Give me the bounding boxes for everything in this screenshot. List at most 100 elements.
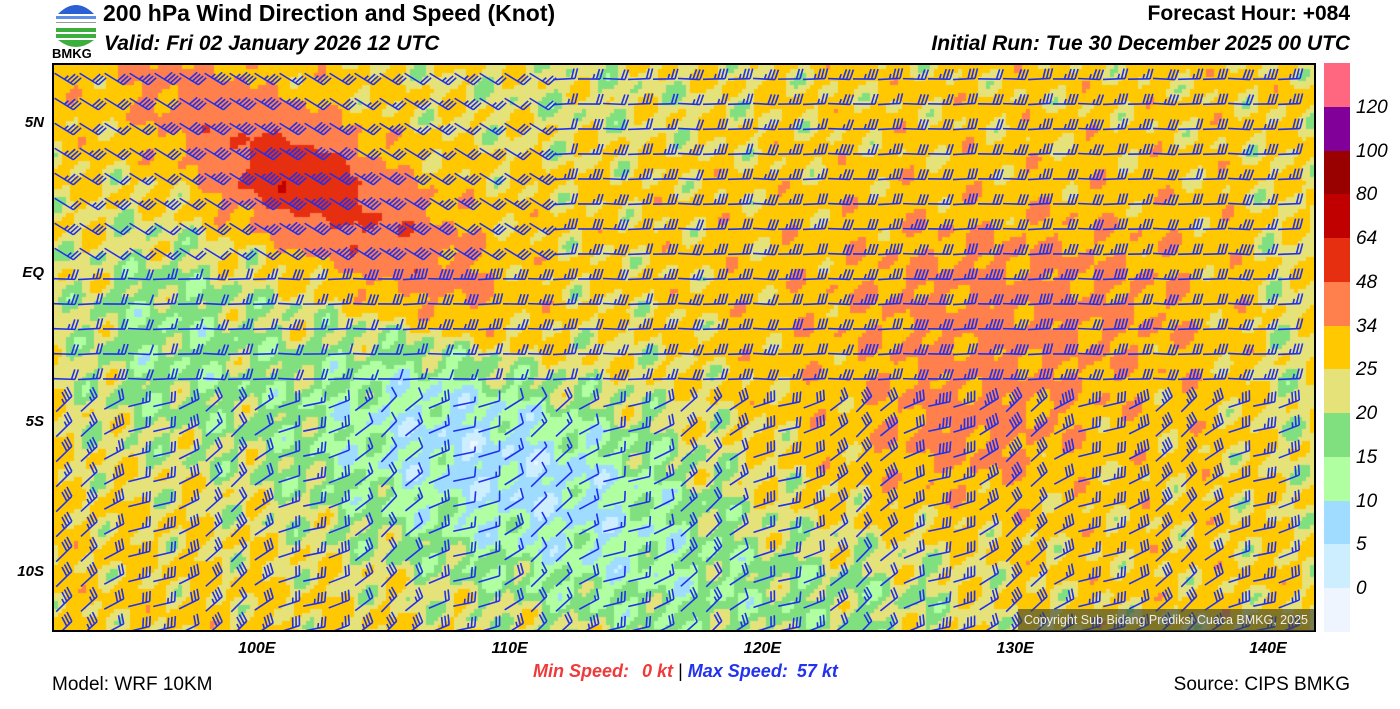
wind-barb: [202, 344, 230, 356]
colorbar-swatch: [1324, 194, 1350, 239]
wind-barb: [903, 414, 925, 434]
wind-barb: [1204, 512, 1224, 536]
wind-barb: [178, 588, 200, 610]
wind-barb: [129, 96, 157, 111]
wind-barb: [1102, 68, 1129, 81]
separator: |: [678, 661, 683, 681]
wind-barb: [1252, 168, 1279, 180]
wind-barb: [128, 490, 151, 508]
wind-barb: [1152, 269, 1180, 281]
wind-barb: [928, 491, 952, 508]
wind-barb: [953, 440, 976, 458]
wind-barb: [702, 143, 729, 156]
wind-barb: [477, 343, 504, 356]
wind-barb: [103, 463, 125, 485]
wind-barb: [1127, 343, 1154, 355]
wind-barb: [802, 143, 829, 156]
max-speed-label: Max Speed:: [687, 661, 788, 681]
wind-barb: [736, 612, 749, 630]
wind-barb: [977, 268, 1004, 281]
wind-barb: [204, 247, 232, 261]
wind-barb: [877, 293, 904, 306]
wind-barb: [953, 415, 976, 433]
wind-barb: [802, 293, 829, 306]
colorbar-label: 34: [1356, 315, 1378, 337]
wind-barb: [454, 222, 482, 236]
wind-barb: [204, 96, 232, 111]
wind-barb: [354, 487, 374, 512]
wind-barb: [404, 437, 424, 462]
wind-barb: [902, 118, 930, 131]
wind-barb: [627, 318, 654, 331]
wind-barb: [1253, 491, 1277, 507]
wind-barb: [127, 319, 155, 331]
wind-barb: [927, 293, 954, 306]
wind-barb: [802, 268, 829, 281]
wind-barb: [80, 511, 98, 538]
wind-barb: [1204, 587, 1224, 611]
wind-barb: [977, 168, 1004, 181]
wind-barb: [1103, 441, 1127, 458]
wind-barb: [104, 72, 132, 86]
wind-barb: [204, 146, 232, 161]
wind-barb: [602, 194, 630, 206]
wind-barb: [603, 415, 626, 433]
wind-barb: [1253, 416, 1277, 432]
wind-barb: [758, 615, 776, 630]
wind-barb: [229, 247, 257, 261]
wind-barb: [1030, 561, 1048, 588]
wind-barb: [254, 537, 274, 561]
wind-barb: [877, 68, 904, 81]
wind-barb: [1152, 119, 1180, 131]
wind-barb: [1052, 268, 1079, 280]
wind-barb: [1127, 218, 1154, 230]
wind-barb: [128, 540, 151, 558]
wind-barb: [1030, 461, 1048, 488]
wind-barb: [453, 446, 477, 458]
wind-barb: [205, 436, 223, 462]
wind-barb: [1277, 193, 1304, 206]
wind-barb: [128, 440, 151, 458]
wind-barb: [702, 218, 729, 231]
wind-barb: [977, 243, 1004, 256]
wind-barb: [453, 516, 477, 533]
wind-barb: [404, 246, 432, 261]
wind-barb: [354, 122, 382, 136]
wind-barb: [380, 486, 398, 513]
wind-barb: [829, 462, 849, 487]
wind-barb: [680, 536, 698, 562]
wind-barb: [603, 390, 626, 408]
wind-barb: [152, 318, 179, 331]
wind-barb: [827, 344, 855, 356]
wind-barb: [479, 122, 507, 136]
wind-barb: [252, 318, 279, 331]
wind-barb: [1078, 490, 1101, 508]
wind-barb: [429, 72, 457, 86]
wind-barb: [80, 411, 98, 438]
wind-barb: [552, 268, 579, 281]
wind-barb: [552, 318, 579, 331]
wind-barb: [727, 68, 754, 81]
wind-barb: [327, 343, 354, 356]
wind-barb: [504, 147, 532, 161]
wind-barb: [129, 72, 157, 86]
wind-barb: [555, 436, 573, 463]
wind-barb: [328, 389, 351, 409]
wind-barb: [453, 566, 477, 583]
wind-barb: [1077, 319, 1105, 331]
wind-barb: [103, 538, 125, 560]
wind-barb: [479, 147, 507, 161]
wind-barb: [304, 146, 332, 161]
wind-barb: [1002, 118, 1030, 131]
wind-barb: [304, 246, 332, 261]
wind-barb: [1227, 243, 1255, 256]
wind-barb: [877, 343, 904, 356]
wind-barb: [1180, 386, 1198, 413]
wind-barb: [577, 168, 604, 180]
wind-barb: [479, 197, 507, 211]
wind-barb: [1102, 193, 1129, 206]
wind-barb: [504, 387, 525, 411]
wind-barb: [677, 319, 705, 331]
wind-barb: [1152, 144, 1180, 156]
wind-barb: [1005, 511, 1023, 538]
